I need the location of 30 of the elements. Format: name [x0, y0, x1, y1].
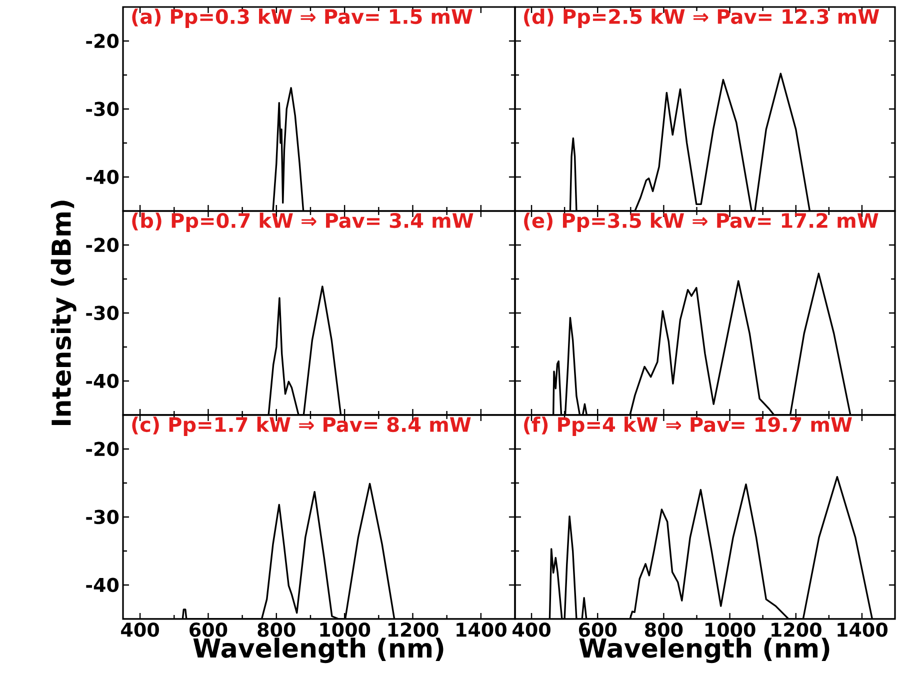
chart-title: (d) Pp=2.5 kW ⇒ Pav= 12.3 mW	[524, 8, 880, 28]
y-tick-label: -40	[86, 374, 119, 388]
x-tick-label: 600	[190, 622, 228, 637]
y-tick-label: -20	[86, 238, 119, 252]
y-tick-label: -20	[86, 442, 119, 456]
y-axis-title: Intensity (dBm)	[50, 200, 76, 426]
y-tick-label: -30	[86, 306, 119, 320]
y-tick-label: -20	[86, 34, 119, 48]
x-tick-label: 600	[578, 622, 617, 637]
x-tick-label: 1200	[388, 622, 438, 637]
x-axis-title: Wavelength (nm)	[193, 638, 444, 664]
y-tick-label: -30	[86, 102, 119, 116]
x-axis-title: Wavelength (nm)	[579, 638, 830, 664]
chart-title: (f) Pp=4 kW ⇒ Pav= 19.7 mW	[524, 416, 852, 436]
y-tick-label: -40	[86, 170, 119, 184]
chart-title: (e) Pp=3.5 kW ⇒ Pav= 17.2 mW	[524, 212, 878, 232]
x-tick-label: 1000	[705, 622, 756, 637]
x-tick-label: 800	[258, 622, 296, 637]
x-tick-label: 1400	[838, 622, 888, 637]
chart-title: (b) Pp=0.7 kW ⇒ Pav= 3.4 mW	[132, 212, 474, 232]
x-tick-label: 400	[512, 622, 550, 637]
y-tick-label: -30	[86, 510, 119, 524]
x-tick-label: 800	[645, 622, 683, 637]
x-tick-label: 400	[121, 622, 159, 637]
x-tick-label: 1200	[772, 622, 822, 637]
y-tick-label: -40	[86, 578, 119, 592]
x-tick-label: 1000	[320, 622, 370, 637]
chart-title: (c) Pp=1.7 kW ⇒ Pav= 8.4 mW	[132, 416, 471, 436]
x-tick-label: 1400	[456, 622, 506, 637]
chart-title: (a) Pp=0.3 kW ⇒ Pav= 1.5 mW	[132, 8, 472, 28]
